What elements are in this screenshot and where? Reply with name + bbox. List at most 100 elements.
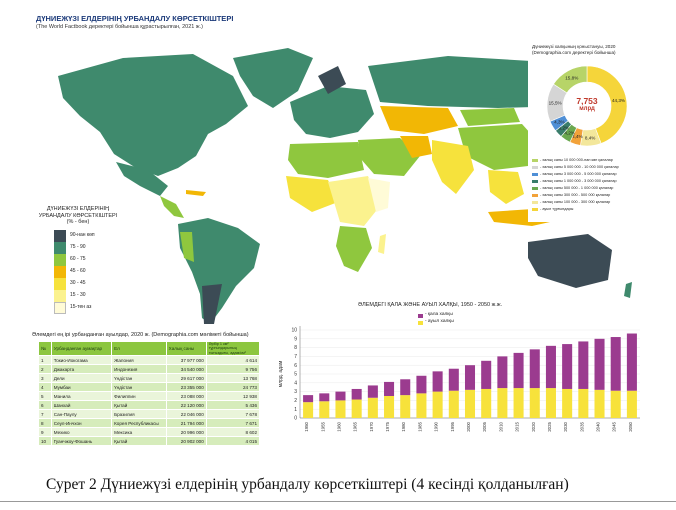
- table-cell: 9: [38, 427, 52, 438]
- europe-region: [290, 86, 374, 138]
- legend-swatch-6: [54, 302, 66, 314]
- table-cell: 21 794 000: [165, 418, 207, 429]
- bar-rural-2040: [594, 389, 605, 418]
- table-cell: 7: [38, 409, 52, 420]
- y-tick-label: 0: [294, 416, 297, 422]
- donut-legend-label-1: - халық саны 5 000 000 - 10 000 000 қала…: [540, 165, 619, 169]
- table-cell: Бразилия: [111, 409, 167, 420]
- bar-urban-2010: [497, 356, 508, 389]
- bar-legend-label-urban: - қала халқы: [425, 312, 453, 317]
- table-cell: Дели: [50, 373, 113, 384]
- donut-legend-label-0: - халық саны 10 000 000-нан көп қалалар: [540, 158, 613, 162]
- legend-item-2: 60 - 75: [54, 254, 114, 266]
- donut-legend-item-5: - халық саны 300 000 - 500 000 қалалар: [532, 193, 610, 197]
- bar-rural-2010: [497, 388, 508, 418]
- x-tick-label: 1960: [336, 421, 341, 431]
- donut-legend-item-4: - халық саны 500 000 - 1 000 000 қалалар: [532, 186, 613, 190]
- table-header-cell: Әрбір 1 км² тұрғындарының тығыздығы, ада…: [205, 340, 261, 357]
- bar-rural-1980: [400, 395, 411, 418]
- bar-urban-2050: [626, 333, 637, 391]
- y-tick-label: 2: [294, 398, 297, 404]
- west-africa-region: [286, 176, 338, 212]
- urban-areas-table-panel: Әлемдегі ең ірі урбанданған ауылдар, 202…: [32, 332, 262, 447]
- table-cell: 20 902 000: [165, 436, 207, 447]
- iran-region: [400, 136, 432, 158]
- bar-rural-2045: [610, 390, 621, 418]
- donut-legend-label-2: - халық саны 3 000 000 - 5 000 000 қалал…: [540, 172, 617, 176]
- table-cell: 9 756: [205, 364, 261, 375]
- north-africa-region: [288, 142, 364, 178]
- mongolia-region: [460, 108, 520, 126]
- bar-urban-1995: [448, 368, 459, 391]
- legend-swatch-0: [54, 230, 66, 242]
- bar-urban-1990: [432, 371, 443, 392]
- bar-urban-1950: [303, 395, 314, 403]
- map-legend-title: ДҮНИЕЖҮЗІ ЕЛДЕРІНІҢ УРБАНДАЛУ КӨРСЕТКІШТ…: [38, 206, 118, 225]
- x-tick-label: 2040: [596, 421, 601, 431]
- x-tick-label: 2000: [466, 421, 471, 431]
- bar-rural-1950: [303, 402, 314, 418]
- donut-legend-label-7: - ауыл тұрғындары: [540, 207, 574, 211]
- donut-legend-swatch-0: [532, 158, 538, 162]
- figure-caption-prefix: Сурет 2: [46, 476, 97, 493]
- donut-legend-label-4: - халық саны 500 000 - 1 000 000 қалалар: [540, 186, 614, 190]
- bar-legend: - қала халқы - ауыл халқы: [418, 312, 618, 325]
- infographic-poster: ДҮНИЕЖҮЗІ ЕЛДЕРІНІҢ УРБАНДАЛУ КӨРСЕТКІШТ…: [28, 10, 648, 447]
- mexico-region: [116, 162, 168, 196]
- donut-legend-label-3: - халық саны 1 000 000 - 3 000 000 қалал…: [540, 179, 617, 183]
- table-cell: 5: [38, 391, 52, 402]
- table-header-cell: Урбанданған аумақтар: [50, 340, 113, 357]
- bar-urban-1960: [335, 391, 346, 401]
- table-cell: Үндістан: [111, 382, 167, 393]
- bar-rural-2030: [562, 388, 573, 418]
- china-region: [458, 124, 540, 170]
- bar-urban-2025: [545, 345, 556, 389]
- donut-legend-swatch-5: [532, 193, 538, 197]
- north-america-region: [58, 54, 248, 176]
- donut-legend-item-1: - халық саны 5 000 000 - 10 000 000 қала…: [532, 165, 619, 169]
- bar-urban-1970: [367, 385, 378, 398]
- madagascar-region: [378, 234, 386, 254]
- donut-title: Дүниежүзі халқының қоныстануы, 2020 (Dem…: [532, 44, 616, 55]
- bar-rural-1965: [351, 399, 362, 418]
- bar-rural-1955: [319, 401, 330, 418]
- bar-rural-2000: [464, 389, 476, 418]
- table-cell: 22 046 000: [165, 409, 207, 420]
- table-cell: 8 602: [205, 427, 261, 438]
- table-cell: Гуанчжоу-Фошань: [50, 436, 113, 447]
- donut-slice-label-7: 15,8%: [565, 75, 578, 80]
- y-tick-label: 4: [294, 380, 297, 386]
- table-cell: Үндістан: [111, 373, 167, 384]
- bar-rural-2050: [626, 390, 637, 418]
- page-divider: [0, 501, 676, 502]
- table-cell: 22 120 000: [165, 400, 207, 411]
- bar-rural-1995: [448, 390, 459, 418]
- legend-label-4: 30 - 45: [70, 280, 86, 286]
- table-cell: 4: [38, 382, 52, 393]
- donut-slice-label-1: 8,4%: [585, 135, 595, 140]
- table-cell: Индонезия: [111, 364, 167, 375]
- bar-legend-swatch-urban: [418, 314, 423, 318]
- table-cell: Джакарта: [50, 364, 113, 375]
- table-header-row: № Урбанданған аумақтар Ел Халық саны Әрб…: [38, 340, 261, 357]
- central-africa-region: [328, 176, 380, 226]
- legend-label-0: 90-нан көп: [70, 232, 95, 238]
- legend-item-0: 90-нан көп: [54, 230, 114, 242]
- legend-label-6: 15-тен аз: [70, 304, 92, 310]
- x-tick-label: 2010: [498, 421, 503, 431]
- bar-rural-1975: [384, 396, 395, 418]
- bar-urban-2000: [464, 365, 476, 390]
- donut-slice-label-4: 3,2%: [559, 126, 569, 131]
- donut-slice-label-6: 15,5%: [549, 101, 562, 106]
- legend-swatch-1: [54, 242, 66, 254]
- new-zealand-region: [624, 282, 632, 298]
- table-cell: 2: [38, 364, 52, 375]
- table-cell: Шанхай: [50, 400, 113, 411]
- table-row: 3 Дели Үндістан 29 617 000 13 768: [38, 373, 261, 384]
- bar-urban-1975: [384, 381, 395, 396]
- southern-africa-region: [336, 226, 372, 272]
- table-cell: 13 768: [205, 373, 261, 384]
- middle-east-region: [358, 138, 420, 176]
- y-tick-label: 8: [294, 345, 297, 351]
- south-asia-region: [432, 140, 474, 194]
